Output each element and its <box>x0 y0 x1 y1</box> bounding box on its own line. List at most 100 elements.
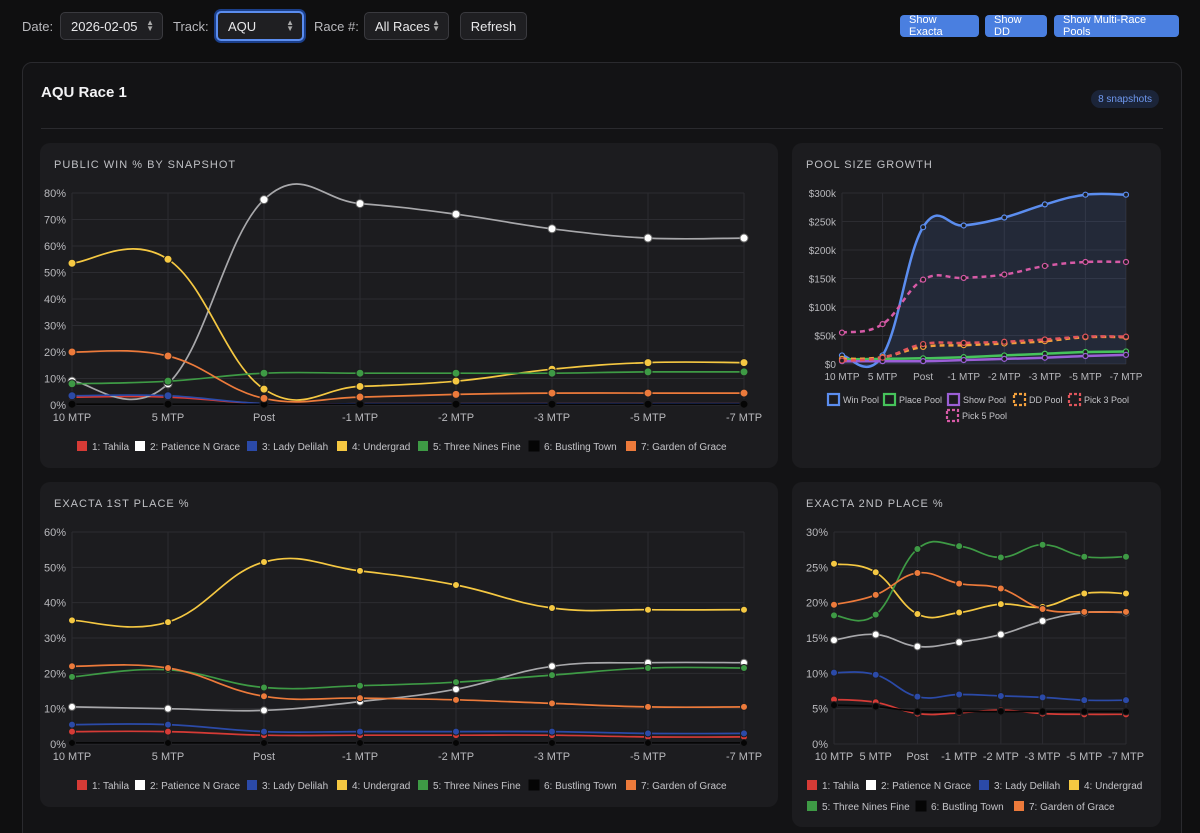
series-line-7-garden-of-grace <box>71 664 745 709</box>
legend-label-3-lady-delilah: 3: Lady Delilah <box>262 781 328 792</box>
data-point-4-undergrad <box>163 254 173 264</box>
data-point-4-undergrad <box>913 609 922 618</box>
legend-label-7-garden-of-grace: 7: Garden of Grace <box>641 781 727 792</box>
data-point-4-undergrad <box>643 358 653 368</box>
data-point-5-three-nines-fine <box>356 681 364 690</box>
series-line-2-patience-n-grace <box>71 661 745 712</box>
data-point-3-lady-delilah <box>548 727 556 736</box>
data-point-7-garden-of-grace <box>67 347 77 357</box>
data-point-3-lady-delilah <box>68 720 76 729</box>
y-tick-label: 80% <box>44 188 66 200</box>
date-input[interactable]: 2026-02-05 ▲ ▼ <box>60 12 163 40</box>
data-point-pick-5-pool <box>879 321 886 328</box>
snapshots-badge: 8 snapshots <box>1091 90 1159 108</box>
data-point-2-patience-n-grace <box>955 638 964 647</box>
data-point-show-pool <box>1122 351 1130 358</box>
data-point-5-three-nines-fine <box>548 671 556 680</box>
x-tick-label: -3 MTP <box>534 751 570 763</box>
data-point-pick-5-pool <box>1082 258 1089 266</box>
data-point-7-garden-of-grace <box>548 699 556 708</box>
data-point-6-bustling-town <box>644 738 652 747</box>
refresh-button[interactable]: Refresh <box>460 12 527 40</box>
y-tick-label: 15% <box>806 633 828 645</box>
data-point-5-three-nines-fine <box>547 368 557 378</box>
series-line-3-lady-delilah <box>71 723 745 735</box>
data-point-6-bustling-town <box>739 399 749 409</box>
data-point-3-lady-delilah <box>644 729 652 738</box>
track-select[interactable]: AQU ▲ ▼ <box>216 11 304 41</box>
legend-label-place-pool: Place Pool <box>899 395 942 405</box>
data-point-7-garden-of-grace <box>739 388 749 398</box>
data-point-3-lady-delilah <box>955 690 964 699</box>
y-tick-label: 20% <box>806 598 828 610</box>
data-point-6-bustling-town <box>1122 707 1130 716</box>
data-point-7-garden-of-grace <box>547 388 557 398</box>
data-point-4-undergrad <box>871 568 880 577</box>
chart-title: POOL SIZE GROWTH <box>806 159 933 171</box>
data-point-6-bustling-town <box>260 738 268 747</box>
data-point-3-lady-delilah <box>164 720 172 729</box>
y-tick-label: 10% <box>806 668 828 680</box>
legend-swatch-4-undergrad <box>337 441 347 451</box>
legend-label-pick-3-pool: Pick 3 Pool <box>1084 395 1129 405</box>
data-point-3-lady-delilah <box>871 670 880 679</box>
track-value: AQU <box>228 18 257 34</box>
data-point-4-undergrad <box>356 566 364 575</box>
divider <box>41 128 1163 129</box>
chart-title: EXACTA 2ND PLACE % <box>806 498 944 510</box>
legend-swatch-2-patience-n-grace <box>866 780 876 790</box>
data-point-5-three-nines-fine <box>643 367 653 377</box>
data-point-pick-3-pool <box>1122 333 1130 340</box>
data-point-6-bustling-town <box>356 738 364 747</box>
legend-swatch-pick-5-pool <box>945 408 960 423</box>
data-point-6-bustling-town <box>547 399 557 409</box>
data-point-show-pool <box>1082 352 1089 360</box>
legend-label-1-tahila: 1: Tahila <box>822 781 860 792</box>
data-point-4-undergrad <box>644 605 652 614</box>
legend-label-show-pool: Show Pool <box>963 395 1006 405</box>
x-tick-label: -5 MTP <box>630 751 666 763</box>
race-select[interactable]: All Races ▲ ▼ <box>364 12 449 40</box>
legend-swatch-2-patience-n-grace <box>135 780 145 790</box>
x-tick-label: -3 MTP <box>1025 751 1061 763</box>
data-point-2-patience-n-grace <box>996 630 1005 639</box>
data-point-5-three-nines-fine <box>452 678 460 687</box>
legend-swatch-3-lady-delilah <box>979 780 989 790</box>
data-point-6-bustling-town <box>1038 707 1047 716</box>
data-point-pick-5-pool <box>838 329 846 336</box>
series-line-5-three-nines-fine <box>71 370 745 385</box>
y-tick-label: $50k <box>814 332 837 343</box>
legend-swatch-6-bustling-town <box>528 779 540 791</box>
exacta-first-chart: 0% 10% 20% 30% 40% 50% 60% 10 MTP 5 MTP Post -1 MT… <box>44 527 762 792</box>
show-exacta-button[interactable]: Show Exacta <box>900 14 979 38</box>
y-tick-label: $300k <box>809 189 837 200</box>
data-point-pick-5-pool <box>920 276 927 283</box>
exacta-first-panel: EXACTA 1ST PLACE % 0% 10% 20% 30% 40% 50% 60% 1… <box>40 482 778 807</box>
x-tick-label: -2 MTP <box>983 751 1019 763</box>
legend-label-2-patience-n-grace: 2: Patience N Grace <box>150 442 240 453</box>
data-point-pick-5-pool <box>960 274 967 282</box>
legend-swatch-3-lady-delilah <box>247 441 257 451</box>
show-dd-button[interactable]: Show DD <box>985 14 1047 38</box>
legend-swatch-4-undergrad <box>1069 780 1079 790</box>
data-point-4-undergrad <box>355 381 365 391</box>
data-point-3-lady-delilah <box>1038 693 1047 702</box>
data-point-7-garden-of-grace <box>996 584 1005 593</box>
data-point-7-garden-of-grace <box>259 393 269 403</box>
legend-swatch-1-tahila <box>77 441 87 451</box>
data-point-7-garden-of-grace <box>356 694 364 703</box>
show-multi-race-pools-button[interactable]: Show Multi-Race Pools <box>1054 14 1179 38</box>
x-tick-label: -2 MTP <box>988 372 1021 383</box>
date-label: Date: <box>22 19 54 34</box>
data-point-5-three-nines-fine <box>996 553 1005 562</box>
data-point-6-bustling-town <box>164 738 172 747</box>
select-arrows-icon: ▲ ▼ <box>286 18 294 33</box>
data-point-4-undergrad <box>164 618 172 627</box>
data-point-6-bustling-town <box>1080 707 1089 716</box>
legend-label-3-lady-delilah: 3: Lady Delilah <box>994 781 1060 792</box>
data-point-3-lady-delilah <box>740 729 748 738</box>
data-point-6-bustling-town <box>643 399 653 409</box>
x-tick-label: 10 MTP <box>815 751 854 763</box>
data-point-3-lady-delilah <box>260 727 268 736</box>
data-point-4-undergrad <box>260 558 268 567</box>
